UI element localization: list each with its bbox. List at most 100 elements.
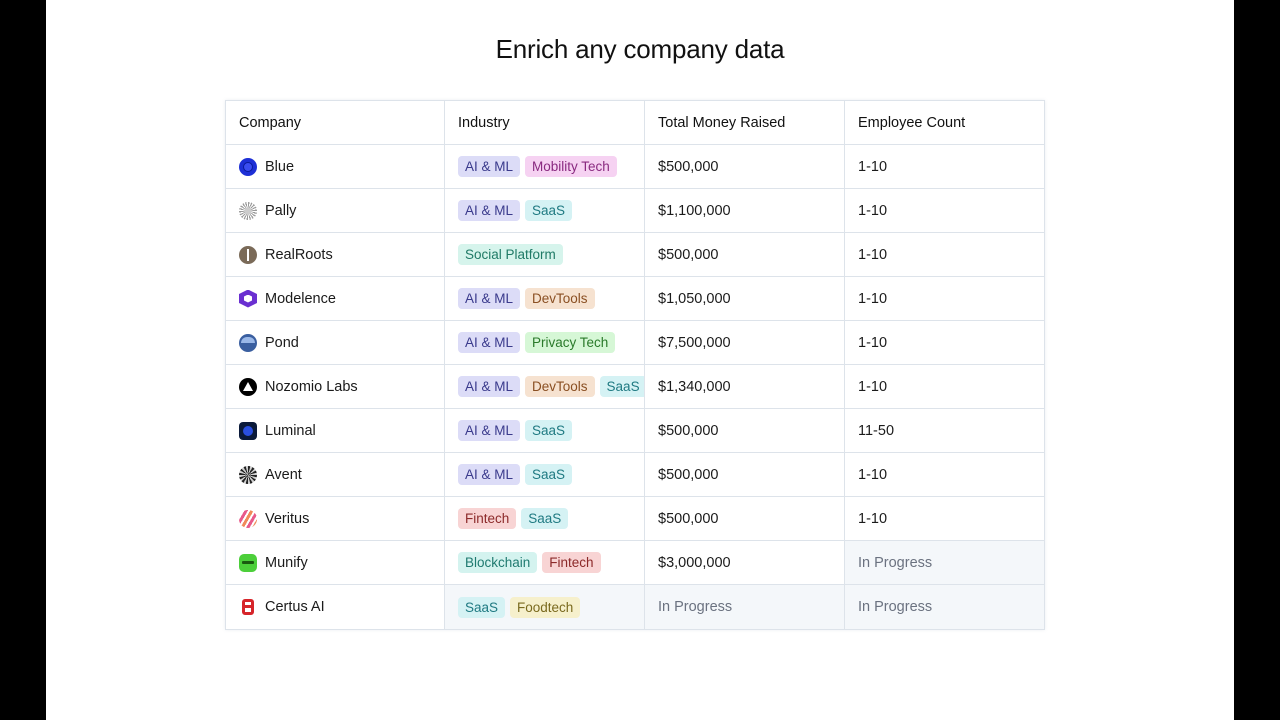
company-name: Pond bbox=[265, 334, 299, 351]
nozomio-triangle-icon bbox=[239, 377, 257, 396]
industry-tag: AI & ML bbox=[458, 288, 521, 309]
pond-icon bbox=[239, 333, 257, 352]
industry-tag: SaaS bbox=[521, 508, 569, 529]
company-cell[interactable]: Veritus bbox=[226, 497, 445, 540]
industry-cell[interactable]: AI & ML SaaS bbox=[445, 453, 645, 496]
company-name: Pally bbox=[265, 202, 297, 219]
company-name: Nozomio Labs bbox=[265, 378, 358, 395]
table-row[interactable]: Veritus Fintech SaaS $500,000 1-10 bbox=[226, 497, 1044, 541]
employee-count-cell[interactable]: 1-10 bbox=[858, 290, 888, 307]
company-cell[interactable]: Modelence bbox=[226, 277, 445, 320]
table-header-row: Company Industry Total Money Raised Empl… bbox=[226, 101, 1044, 145]
table-row[interactable]: Pond AI & ML Privacy Tech $7,500,000 1-10 bbox=[226, 321, 1044, 365]
table-row[interactable]: RealRoots Social Platform $500,000 1-10 bbox=[226, 233, 1044, 277]
realroots-leaf-icon bbox=[239, 245, 257, 264]
industry-tag: SaaS bbox=[525, 200, 573, 221]
page-title: Enrich any company data bbox=[495, 34, 785, 64]
company-name: Modelence bbox=[265, 290, 336, 307]
company-cell[interactable]: Certus AI bbox=[226, 585, 445, 629]
company-name: Veritus bbox=[265, 510, 310, 527]
money-raised-cell[interactable]: $3,000,000 bbox=[645, 541, 845, 584]
industry-tag: AI & ML bbox=[458, 464, 521, 485]
employee-count-cell[interactable]: 1-10 bbox=[858, 510, 888, 527]
table-row[interactable]: Munify Blockchain Fintech $3,000,000 In Prog… bbox=[226, 541, 1044, 585]
column-header-money[interactable]: Total Money Raised bbox=[645, 101, 845, 144]
industry-cell[interactable]: AI & ML Mobility Tech bbox=[445, 145, 645, 188]
industry-tag: AI & ML bbox=[458, 420, 521, 441]
industry-cell[interactable]: Social Platform bbox=[445, 233, 645, 276]
company-name: Certus AI bbox=[265, 599, 325, 615]
table-row[interactable]: Luminal AI & ML SaaS $500,000 11-50 bbox=[226, 409, 1044, 453]
money-raised-cell[interactable]: $1,100,000 bbox=[645, 189, 845, 232]
luminal-square-icon bbox=[239, 421, 257, 440]
table-row[interactable]: Avent AI & ML SaaS $500,000 1-10 bbox=[226, 453, 1044, 497]
industry-tag: DevTools bbox=[525, 376, 595, 397]
company-cell[interactable]: Pond bbox=[226, 321, 445, 364]
certus-icon bbox=[239, 598, 257, 616]
column-header-employees[interactable]: Employee Count bbox=[858, 114, 966, 131]
industry-cell[interactable]: SaaS Foodtech bbox=[445, 585, 645, 629]
company-name: Luminal bbox=[265, 422, 316, 439]
money-raised-cell[interactable]: $500,000 bbox=[645, 453, 845, 496]
blue-circle-icon bbox=[239, 157, 257, 176]
industry-cell[interactable]: AI & ML DevTools SaaS bbox=[445, 365, 645, 408]
money-raised-cell[interactable]: $500,000 bbox=[645, 409, 845, 452]
company-cell[interactable]: RealRoots bbox=[226, 233, 445, 276]
industry-cell[interactable]: Blockchain Fintech bbox=[445, 541, 645, 584]
company-cell[interactable]: Pally bbox=[226, 189, 445, 232]
munify-badge-icon bbox=[239, 553, 257, 572]
employee-count-cell[interactable]: 1-10 bbox=[858, 334, 888, 351]
industry-tag: AI & ML bbox=[458, 156, 521, 177]
column-header-company[interactable]: Company bbox=[226, 101, 445, 144]
table-row[interactable]: Modelence AI & ML DevTools $1,050,000 1-10 bbox=[226, 277, 1044, 321]
industry-tag: Fintech bbox=[458, 508, 517, 529]
table-row[interactable]: Certus AI SaaS Foodtech In Progress In Progr… bbox=[226, 585, 1044, 629]
industry-tag: SaaS bbox=[458, 596, 506, 618]
company-cell[interactable]: Nozomio Labs bbox=[226, 365, 445, 408]
industry-tag: AI & ML bbox=[458, 376, 521, 397]
company-name: Avent bbox=[265, 466, 302, 483]
money-raised-cell[interactable]: $500,000 bbox=[645, 145, 845, 188]
company-cell[interactable]: Luminal bbox=[226, 409, 445, 452]
money-raised-cell[interactable]: $1,050,000 bbox=[645, 277, 845, 320]
industry-cell[interactable]: AI & ML SaaS bbox=[445, 189, 645, 232]
employee-count-cell[interactable]: 1-10 bbox=[858, 202, 888, 219]
veritus-stripes-icon bbox=[239, 509, 257, 528]
employee-count-cell[interactable]: In Progress bbox=[845, 585, 1044, 629]
money-raised-cell[interactable]: $500,000 bbox=[645, 233, 845, 276]
money-raised-cell[interactable]: $500,000 bbox=[645, 497, 845, 540]
money-raised-cell[interactable]: $1,340,000 bbox=[645, 365, 845, 408]
employee-count-cell[interactable]: 1-10 bbox=[858, 158, 888, 175]
industry-tag: SaaS bbox=[525, 464, 573, 485]
industry-tag: Fintech bbox=[542, 552, 601, 573]
employee-count-cell[interactable]: In Progress bbox=[845, 541, 1044, 584]
company-cell[interactable]: Avent bbox=[226, 453, 445, 496]
industry-tag: DevTools bbox=[525, 288, 595, 309]
company-name: Blue bbox=[265, 158, 295, 175]
industry-cell[interactable]: AI & ML SaaS bbox=[445, 409, 645, 452]
company-cell[interactable]: Munify bbox=[226, 541, 445, 584]
company-name: Munify bbox=[265, 554, 308, 571]
table-row[interactable]: Pally AI & ML SaaS $1,100,000 1-10 bbox=[226, 189, 1044, 233]
table-row[interactable]: Nozomio Labs AI & ML DevTools SaaS $1,340,00… bbox=[226, 365, 1044, 409]
industry-tag: AI & ML bbox=[458, 200, 521, 221]
company-cell[interactable]: Blue bbox=[226, 145, 445, 188]
employee-count-cell[interactable]: 1-10 bbox=[858, 378, 888, 395]
industry-tag: Privacy Tech bbox=[525, 332, 616, 353]
column-header-industry[interactable]: Industry bbox=[445, 101, 645, 144]
money-raised-cell[interactable]: In Progress bbox=[645, 585, 845, 629]
industry-tag: AI & ML bbox=[458, 332, 521, 353]
industry-cell[interactable]: AI & ML Privacy Tech bbox=[445, 321, 645, 364]
money-raised-cell[interactable]: $7,500,000 bbox=[645, 321, 845, 364]
industry-cell[interactable]: Fintech SaaS bbox=[445, 497, 645, 540]
employee-count-cell[interactable]: 1-10 bbox=[858, 466, 888, 483]
industry-cell[interactable]: AI & ML DevTools bbox=[445, 277, 645, 320]
avent-star-icon bbox=[239, 465, 257, 484]
pally-burst-icon bbox=[239, 201, 257, 220]
employee-count-cell[interactable]: 1-10 bbox=[858, 246, 888, 263]
employee-count-cell[interactable]: 11-50 bbox=[858, 422, 895, 439]
industry-tag: SaaS bbox=[599, 376, 644, 397]
modelence-hexagon-icon bbox=[239, 289, 257, 308]
table-row[interactable]: Blue AI & ML Mobility Tech $500,000 1-10 bbox=[226, 145, 1044, 189]
stage: Enrich any company data Company Industry… bbox=[46, 0, 1234, 720]
